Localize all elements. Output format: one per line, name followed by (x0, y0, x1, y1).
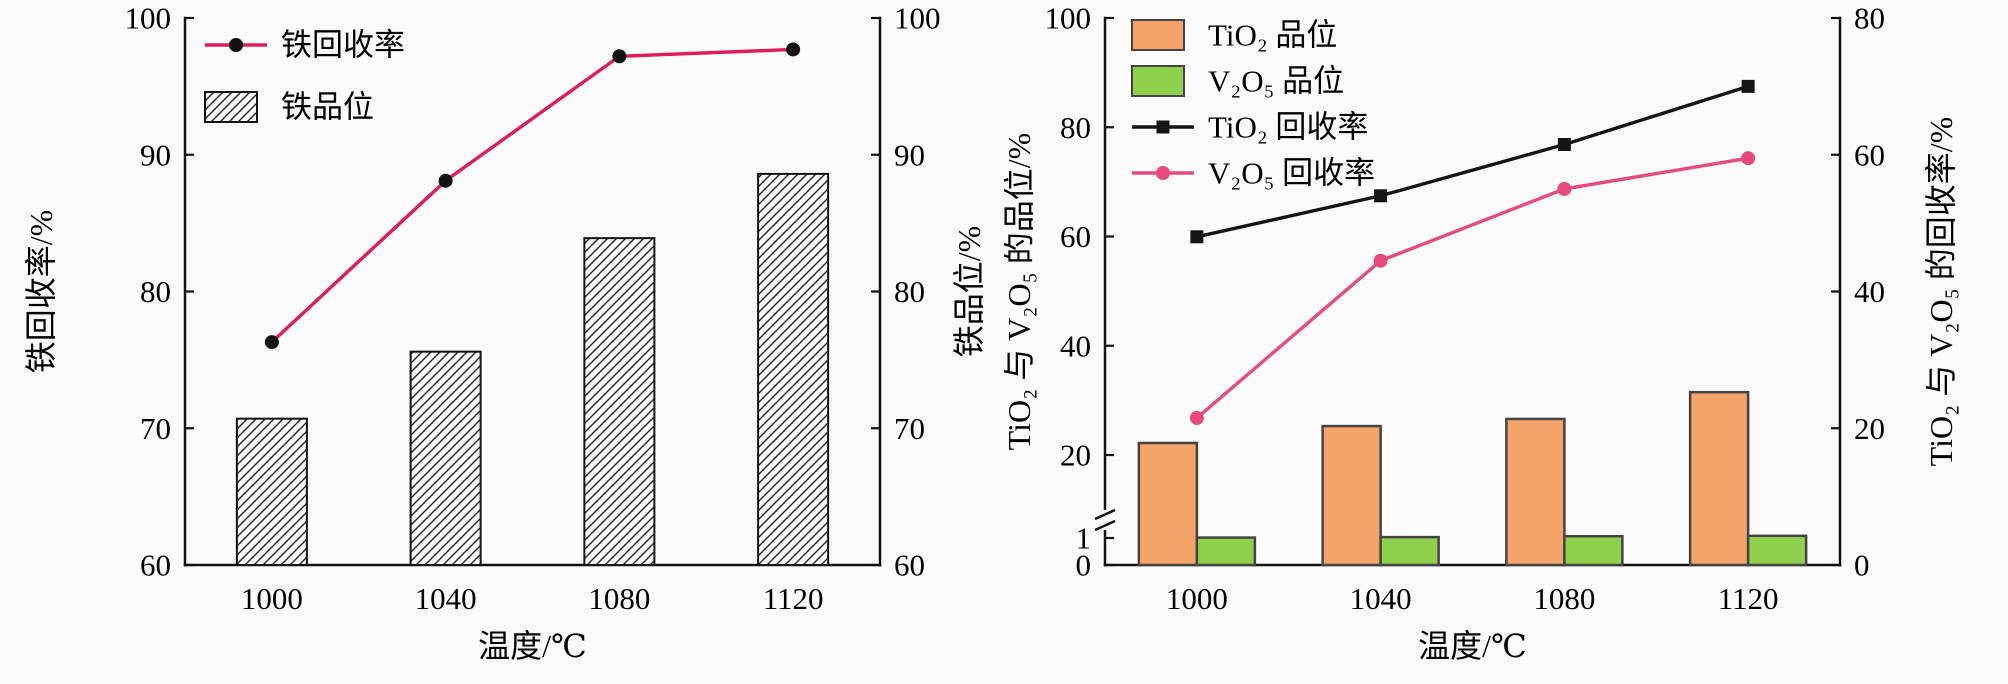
x-tick-label: 1080 (1533, 581, 1595, 616)
square-marker (1190, 230, 1204, 244)
axis-break-slash (1094, 508, 1116, 521)
legend-item: TiO₂ 品位 (1131, 18, 1337, 53)
x-tick-label: 1120 (763, 581, 824, 616)
x-tick-label: 1120 (1718, 581, 1779, 616)
series-line (1195, 156, 1749, 420)
legend-square-marker (1156, 120, 1170, 134)
y-left-tick-label: 0 (1076, 548, 1092, 583)
series-line (270, 47, 794, 344)
y-left-tick-label: 1 (1076, 521, 1092, 556)
circle-marker (438, 173, 453, 188)
square-marker (1374, 189, 1388, 203)
y-right-tick-label: 100 (894, 1, 941, 36)
square-marker (1557, 137, 1571, 151)
legend-item: V₂O₅ 回收率 (1132, 156, 1375, 191)
line-series-1 (1189, 151, 1756, 425)
y-right-tick-label: 60 (1854, 137, 1885, 172)
legend-swatch (1131, 19, 1185, 51)
x-tick-label: 1080 (588, 581, 650, 616)
legend: TiO₂ 品位 V₂O₅ 品位 TiO₂ 回收率 V₂O₅ 回收率 (1131, 18, 1375, 191)
circle-marker (1189, 410, 1204, 425)
bar (1321, 424, 1382, 567)
circle-marker (264, 335, 279, 350)
bar (235, 417, 308, 566)
bar-series-0 (1137, 390, 1750, 567)
square-marker (1741, 79, 1755, 93)
bar (1137, 441, 1199, 567)
legend-circle-marker (229, 38, 243, 52)
x-tick-label: 1040 (1350, 581, 1412, 616)
y-right-tick-label: 80 (1854, 1, 1885, 36)
y-left-axis-title: TiO₂ 与 V₂O₅ 的品位/% (1004, 133, 1037, 451)
bar (1195, 536, 1257, 567)
y-left-tick-label: 100 (125, 1, 172, 36)
y-right-tick-label: 90 (894, 137, 925, 172)
iron-chart-svg: 60 70 80 90 100 60 70 80 90 100 1000 1040 1080 1120 铁回… (23, 1, 987, 665)
bar (1505, 417, 1566, 567)
y-right-axis-title: TiO₂ 与 V₂O₅ 的回收率/% (1923, 117, 1959, 467)
legend-label: V₂O₅ 回收率 (1208, 156, 1375, 191)
circle-marker (1741, 151, 1756, 166)
legend-swatch (1131, 65, 1185, 97)
tio2-v2o5-grade-recovery-chart: 0 1 20 40 60 80 100 0 20 40 60 80 1000 1040 1080 1120 Ti… (1004, 0, 2008, 684)
iron-recovery-grade-chart: 60 70 80 90 100 60 70 80 90 100 1000 1040 1080 1120 铁回… (23, 1, 987, 665)
bar (583, 237, 656, 566)
legend-item: 铁品位 (204, 90, 374, 125)
y-right-tick-label: 20 (1854, 411, 1885, 446)
y-right-tick-label: 0 (1854, 548, 1870, 583)
x-axis-title: 温度/℃ (478, 628, 587, 664)
y-left-tick-label: 90 (140, 137, 171, 172)
legend-label: TiO₂ 品位 (1208, 18, 1337, 53)
bar (1563, 535, 1624, 567)
y-right-tick-label: 80 (894, 274, 925, 309)
circle-marker (1373, 253, 1388, 268)
y-left-tick-label: 80 (1060, 110, 1091, 145)
x-tick-label: 1000 (241, 581, 303, 616)
series-line (1196, 84, 1749, 239)
legend-circle-marker (1156, 166, 1170, 180)
circle-marker (786, 42, 801, 57)
circle-marker (1557, 181, 1572, 196)
legend-item: 铁回收率 (205, 28, 405, 63)
legend-swatch (204, 91, 258, 123)
bar-series-0 (235, 172, 830, 567)
y-right-tick-label: 60 (894, 548, 925, 583)
x-axis-title: 温度/℃ (1418, 628, 1527, 664)
bar-series-1 (1195, 534, 1808, 567)
bar (757, 172, 830, 567)
bar (1379, 535, 1440, 567)
bar (409, 350, 482, 567)
line-series-0 (1190, 79, 1755, 244)
x-tick-label: 1000 (1166, 581, 1228, 616)
axis-break-gap (1100, 510, 1110, 530)
bar (1688, 390, 1750, 567)
legend-label: 铁回收率 (281, 28, 405, 63)
y-left-axis-title: 铁回收率/% (23, 210, 59, 374)
y-left-tick-label: 100 (1045, 1, 1092, 36)
y-left-tick-label: 60 (1060, 219, 1091, 254)
legend-item: TiO₂ 回收率 (1132, 110, 1368, 145)
legend-label: 铁品位 (281, 90, 374, 125)
line-series-0 (264, 42, 801, 350)
axis-break-slash (1094, 519, 1116, 532)
y-right-tick-label: 70 (894, 411, 925, 446)
bar (1746, 534, 1808, 567)
plot-area: 60 70 80 90 100 60 70 80 90 100 1000 1040 1080 1120 (125, 1, 941, 617)
legend-label: V₂O₅ 品位 (1208, 64, 1344, 99)
y-left-tick-label: 20 (1060, 438, 1091, 473)
legend-item: V₂O₅ 品位 (1131, 64, 1344, 99)
legend-label: TiO₂ 回收率 (1208, 110, 1368, 145)
circle-marker (612, 49, 627, 64)
y-left-tick-label: 40 (1060, 328, 1091, 363)
y-left-tick-label: 80 (140, 274, 171, 309)
y-right-axis-title: 铁品位/% (951, 226, 987, 358)
y-left-tick-label: 60 (140, 548, 171, 583)
y-left-tick-label: 70 (140, 411, 171, 446)
y-right-tick-label: 40 (1854, 274, 1885, 309)
x-tick-label: 1040 (415, 581, 477, 616)
